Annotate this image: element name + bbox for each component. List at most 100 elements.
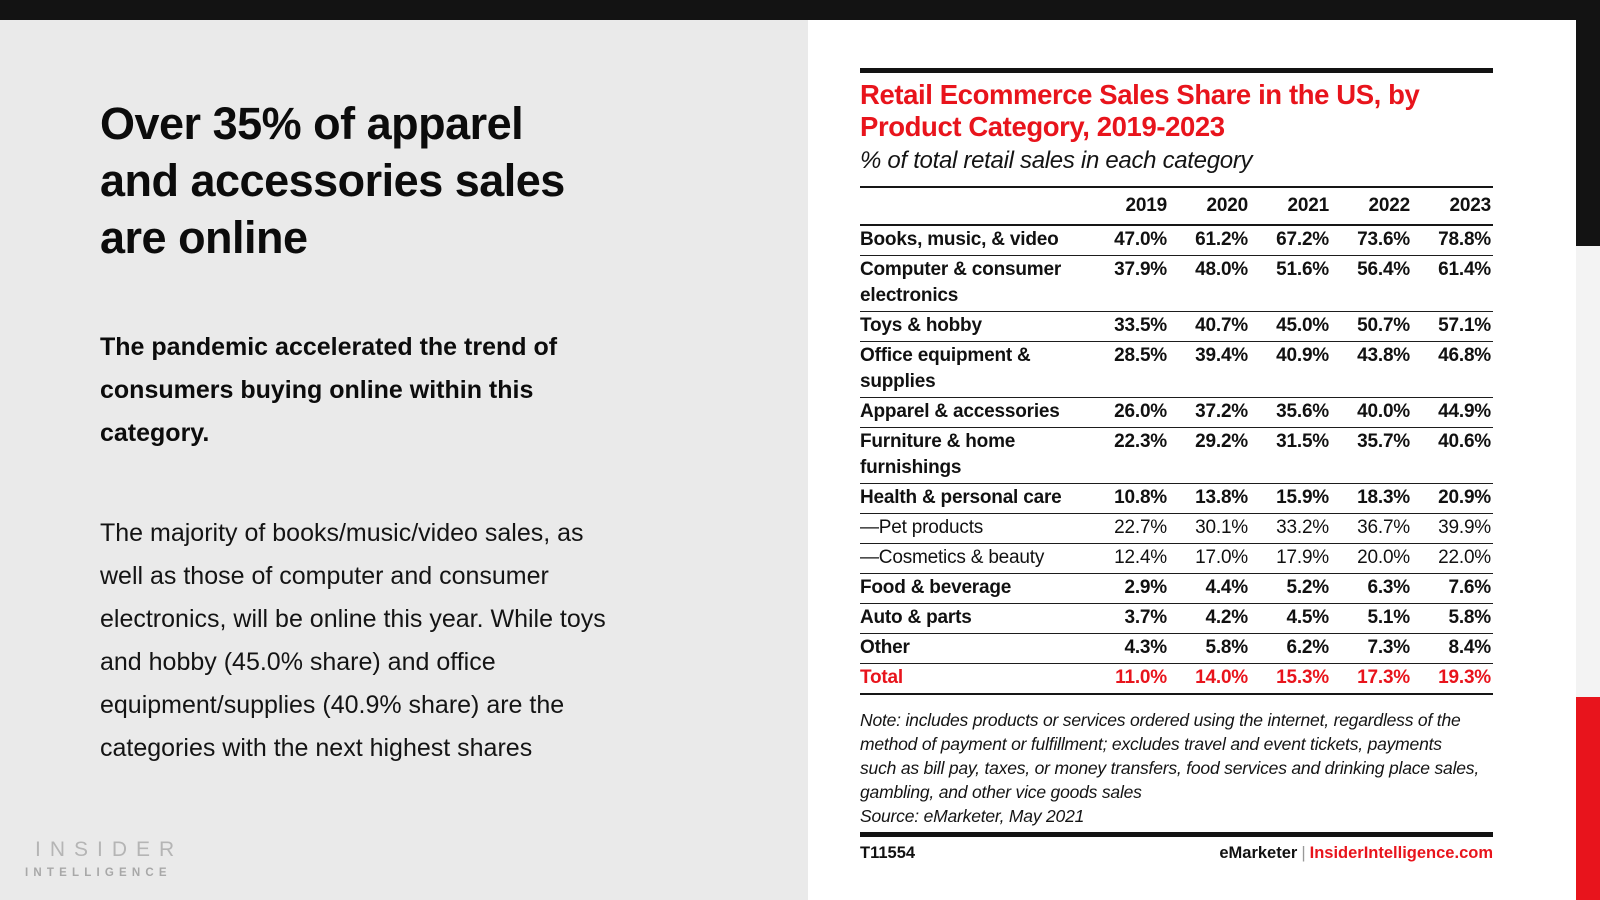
value-cell: 5.1%: [1331, 603, 1412, 634]
value-cell: 3.7%: [1088, 603, 1169, 634]
category-label: Total: [860, 663, 1088, 694]
emarketer-brand: eMarketer: [1219, 844, 1298, 862]
chart-top-rule: [860, 68, 1493, 73]
table-row: Furniture & home furnishings 22.3% 29.2% 31…: [860, 427, 1493, 484]
value-cell: 45.0%: [1250, 311, 1331, 342]
table-row: —Cosmetics & beauty 12.4% 17.0% 17.9% 20.0% 2…: [860, 543, 1493, 574]
value-cell: 44.9%: [1412, 397, 1493, 428]
table-row: Food & beverage 2.9% 4.4% 5.2% 6.3% 7.6%: [860, 573, 1493, 604]
value-cell: 35.6%: [1250, 397, 1331, 428]
insider-intelligence-link[interactable]: InsiderIntelligence.com: [1309, 844, 1493, 862]
value-cell: 6.2%: [1250, 633, 1331, 664]
table-row: Auto & parts 3.7% 4.2% 4.5% 5.1% 5.8%: [860, 603, 1493, 634]
value-cell: 40.9%: [1250, 341, 1331, 398]
table-header: 2019 2020 2021 2022 2023: [860, 187, 1493, 226]
value-cell: 51.6%: [1250, 255, 1331, 312]
edge-strip-gray-segment: [1576, 246, 1600, 697]
value-cell: 20.0%: [1331, 543, 1412, 574]
category-label: Food & beverage: [860, 573, 1088, 604]
ecommerce-share-table: 2019 2020 2021 2022 2023 Books, music, & vid…: [860, 186, 1493, 695]
top-black-bar: [0, 0, 1600, 20]
value-cell: 56.4%: [1331, 255, 1412, 312]
lead-paragraph: The pandemic accelerated the trend of co…: [100, 333, 558, 447]
value-cell: 19.3%: [1412, 663, 1493, 694]
value-cell: 33.2%: [1250, 513, 1331, 544]
value-cell: 31.5%: [1250, 427, 1331, 484]
insider-intelligence-logo: INSIDER INTELLIGENCE: [25, 838, 183, 879]
value-cell: 13.8%: [1169, 483, 1250, 514]
table-row: Toys & hobby 33.5% 40.7% 45.0% 50.7% 57.1%: [860, 311, 1493, 342]
category-label: Computer & consumer electronics: [860, 255, 1088, 312]
year-header: 2020: [1169, 187, 1250, 226]
header-blank-cell: [860, 187, 1088, 226]
value-cell: 29.2%: [1169, 427, 1250, 484]
category-label: Furniture & home furnishings: [860, 427, 1088, 484]
chart-note: Note: includes products or services orde…: [860, 710, 1480, 802]
value-cell: 22.7%: [1088, 513, 1169, 544]
table-row: Health & personal care 10.8% 13.8% 15.9% 18.…: [860, 483, 1493, 514]
value-cell: 61.2%: [1169, 224, 1250, 256]
value-cell: 10.8%: [1088, 483, 1169, 514]
category-label: Books, music, & video: [860, 224, 1088, 256]
logo-wordmark-insider: INSIDER: [35, 838, 184, 861]
value-cell: 40.6%: [1412, 427, 1493, 484]
value-cell: 4.5%: [1250, 603, 1331, 634]
value-cell: 28.5%: [1088, 341, 1169, 398]
value-cell: 17.9%: [1250, 543, 1331, 574]
value-cell: 50.7%: [1331, 311, 1412, 342]
value-cell: 22.3%: [1088, 427, 1169, 484]
value-cell: 4.2%: [1169, 603, 1250, 634]
value-cell: 18.3%: [1331, 483, 1412, 514]
value-cell: 7.6%: [1412, 573, 1493, 604]
category-label: Other: [860, 633, 1088, 664]
table-row: Total 11.0% 14.0% 15.3% 17.3% 19.3%: [860, 663, 1493, 694]
category-label: Toys & hobby: [860, 311, 1088, 342]
value-cell: 78.8%: [1412, 224, 1493, 256]
value-cell: 7.3%: [1331, 633, 1412, 664]
year-header: 2023: [1412, 187, 1493, 226]
value-cell: 57.1%: [1412, 311, 1493, 342]
category-label: Office equipment & supplies: [860, 341, 1088, 398]
chart-source: Source: eMarketer, May 2021: [860, 806, 1085, 826]
category-label: Apparel & accessories: [860, 397, 1088, 428]
table-body: Books, music, & video 47.0% 61.2% 67.2% 73.6…: [860, 224, 1493, 694]
year-header: 2019: [1088, 187, 1169, 226]
value-cell: 14.0%: [1169, 663, 1250, 694]
right-edge-strip: [1576, 0, 1600, 900]
value-cell: 40.0%: [1331, 397, 1412, 428]
value-cell: 22.0%: [1412, 543, 1493, 574]
value-cell: 67.2%: [1250, 224, 1331, 256]
chart-footer: T11554 eMarketer | InsiderIntelligence.com: [860, 844, 1493, 863]
value-cell: 15.3%: [1250, 663, 1331, 694]
value-cell: 43.8%: [1331, 341, 1412, 398]
value-cell: 40.7%: [1169, 311, 1250, 342]
value-cell: 5.2%: [1250, 573, 1331, 604]
footer-brand-group: eMarketer | InsiderIntelligence.com: [1219, 844, 1493, 863]
value-cell: 17.3%: [1331, 663, 1412, 694]
year-header: 2022: [1331, 187, 1412, 226]
value-cell: 15.9%: [1250, 483, 1331, 514]
value-cell: 47.0%: [1088, 224, 1169, 256]
edge-strip-black-segment: [1576, 0, 1600, 246]
value-cell: 11.0%: [1088, 663, 1169, 694]
year-header: 2021: [1250, 187, 1331, 226]
value-cell: 36.7%: [1331, 513, 1412, 544]
value-cell: 12.4%: [1088, 543, 1169, 574]
table-row: Office equipment & supplies 28.5% 39.4% 40.…: [860, 341, 1493, 398]
category-label: Auto & parts: [860, 603, 1088, 634]
value-cell: 30.1%: [1169, 513, 1250, 544]
table-row: Computer & consumer electronics 37.9% 48.0…: [860, 255, 1493, 312]
category-label: —Pet products: [860, 513, 1088, 544]
value-cell: 33.5%: [1088, 311, 1169, 342]
category-label: —Cosmetics & beauty: [860, 543, 1088, 574]
page-title: Over 35% of apparel and accessories sale…: [100, 98, 565, 263]
chart-title: Retail Ecommerce Sales Share in the US, …: [860, 79, 1420, 142]
value-cell: 4.4%: [1169, 573, 1250, 604]
footer-separator: |: [1301, 844, 1306, 862]
value-cell: 61.4%: [1412, 255, 1493, 312]
value-cell: 37.9%: [1088, 255, 1169, 312]
chart-id: T11554: [860, 844, 916, 862]
value-cell: 17.0%: [1169, 543, 1250, 574]
value-cell: 4.3%: [1088, 633, 1169, 664]
left-text-panel: Over 35% of apparel and accessories sale…: [0, 20, 808, 900]
